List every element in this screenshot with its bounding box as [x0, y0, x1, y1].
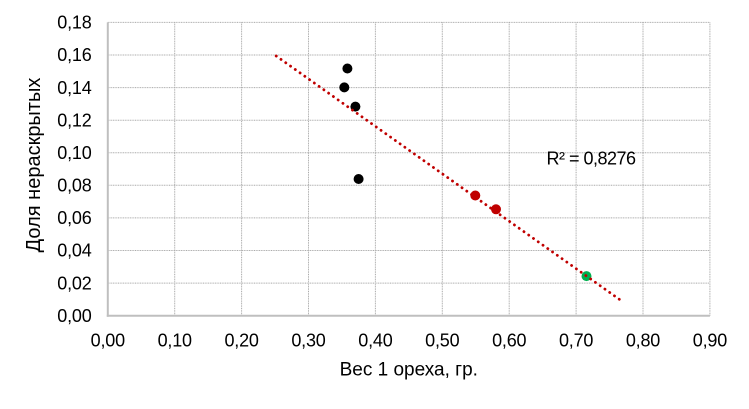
svg-text:0,12: 0,12	[57, 110, 91, 130]
svg-text:0,16: 0,16	[57, 45, 91, 65]
svg-text:R² = 0,8276: R² = 0,8276	[547, 149, 637, 169]
svg-text:0,60: 0,60	[492, 331, 526, 351]
svg-text:0,70: 0,70	[559, 331, 593, 351]
svg-text:0,04: 0,04	[57, 241, 91, 261]
svg-text:0,50: 0,50	[425, 331, 459, 351]
svg-text:0,06: 0,06	[57, 208, 91, 228]
svg-text:0,30: 0,30	[291, 331, 325, 351]
svg-text:0,18: 0,18	[57, 13, 91, 33]
svg-text:0,00: 0,00	[91, 331, 125, 351]
svg-text:0,80: 0,80	[626, 331, 660, 351]
svg-text:0,14: 0,14	[57, 78, 91, 98]
svg-text:0,20: 0,20	[224, 331, 258, 351]
svg-text:0,10: 0,10	[158, 331, 192, 351]
svg-text:0,90: 0,90	[693, 331, 727, 351]
svg-text:Вес 1 ореха, гр.: Вес 1 ореха, гр.	[340, 360, 478, 381]
svg-text:0,10: 0,10	[57, 143, 91, 163]
svg-text:0,08: 0,08	[57, 176, 91, 196]
svg-text:0,02: 0,02	[57, 273, 91, 293]
svg-text:0,40: 0,40	[358, 331, 392, 351]
svg-text:0,00: 0,00	[57, 306, 91, 326]
svg-text:Доля нераскрытых: Доля нераскрытых	[23, 78, 45, 253]
